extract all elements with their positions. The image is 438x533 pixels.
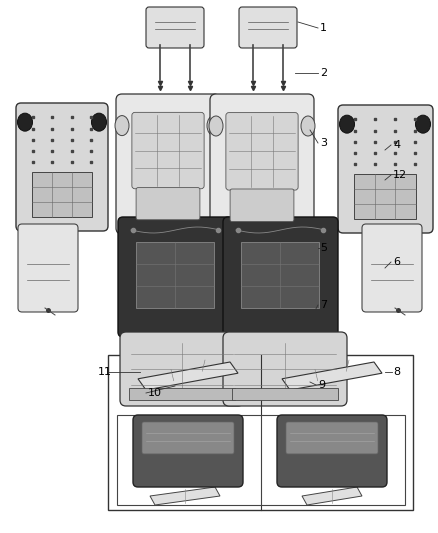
Bar bbox=[108, 355, 413, 510]
FancyBboxPatch shape bbox=[223, 332, 347, 406]
Bar bbox=[129, 387, 235, 400]
Ellipse shape bbox=[18, 113, 32, 131]
Ellipse shape bbox=[339, 115, 354, 133]
Text: 9: 9 bbox=[318, 380, 325, 390]
Polygon shape bbox=[302, 487, 362, 505]
FancyBboxPatch shape bbox=[142, 422, 234, 454]
FancyBboxPatch shape bbox=[230, 189, 294, 222]
FancyBboxPatch shape bbox=[118, 217, 233, 337]
Text: 1: 1 bbox=[320, 23, 327, 33]
Text: 2: 2 bbox=[320, 68, 327, 78]
Text: 7: 7 bbox=[320, 300, 327, 310]
Text: 8: 8 bbox=[393, 367, 400, 377]
Text: 11: 11 bbox=[98, 367, 112, 377]
Polygon shape bbox=[138, 362, 238, 390]
Bar bbox=[240, 242, 319, 308]
FancyBboxPatch shape bbox=[223, 217, 338, 337]
Polygon shape bbox=[150, 487, 220, 505]
Bar bbox=[117, 415, 405, 505]
Text: 4: 4 bbox=[393, 140, 400, 150]
Ellipse shape bbox=[115, 116, 129, 135]
FancyBboxPatch shape bbox=[120, 332, 244, 406]
FancyBboxPatch shape bbox=[277, 415, 387, 487]
FancyBboxPatch shape bbox=[132, 112, 204, 189]
Ellipse shape bbox=[209, 116, 223, 136]
FancyBboxPatch shape bbox=[362, 224, 422, 312]
Bar bbox=[232, 387, 338, 400]
FancyBboxPatch shape bbox=[210, 94, 314, 236]
Text: 12: 12 bbox=[393, 170, 407, 180]
Polygon shape bbox=[282, 362, 382, 390]
Text: 5: 5 bbox=[320, 243, 327, 253]
Ellipse shape bbox=[416, 115, 431, 133]
FancyBboxPatch shape bbox=[136, 188, 200, 220]
Ellipse shape bbox=[301, 116, 315, 136]
Bar bbox=[354, 174, 416, 219]
Text: 6: 6 bbox=[393, 257, 400, 267]
Bar bbox=[136, 242, 214, 308]
FancyBboxPatch shape bbox=[286, 422, 378, 454]
Ellipse shape bbox=[92, 113, 106, 131]
FancyBboxPatch shape bbox=[16, 103, 108, 231]
Ellipse shape bbox=[207, 116, 221, 135]
FancyBboxPatch shape bbox=[116, 94, 220, 234]
Text: 3: 3 bbox=[320, 138, 327, 148]
FancyBboxPatch shape bbox=[239, 7, 297, 48]
Text: 10: 10 bbox=[148, 388, 162, 398]
FancyBboxPatch shape bbox=[133, 415, 243, 487]
FancyBboxPatch shape bbox=[338, 105, 433, 233]
Bar bbox=[32, 172, 92, 216]
FancyBboxPatch shape bbox=[226, 112, 298, 190]
FancyBboxPatch shape bbox=[18, 224, 78, 312]
FancyBboxPatch shape bbox=[146, 7, 204, 48]
